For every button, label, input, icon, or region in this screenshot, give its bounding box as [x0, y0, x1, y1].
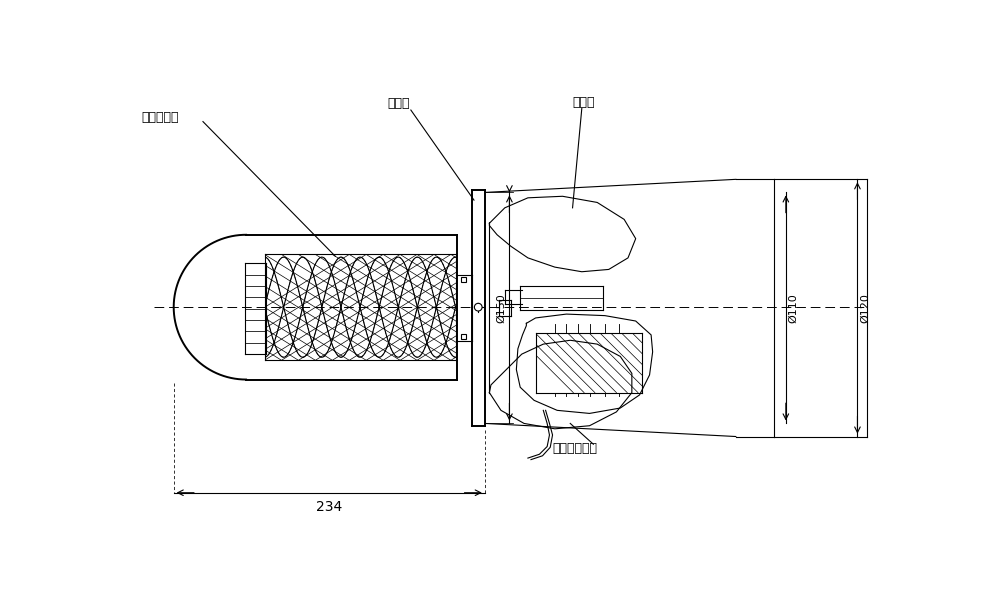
Text: Ø150: Ø150: [496, 293, 506, 323]
Bar: [265, 254, 456, 361]
Text: 半刚同轴电缆: 半刚同轴电缆: [553, 442, 598, 456]
Text: Ø110: Ø110: [788, 293, 798, 323]
Circle shape: [474, 303, 482, 311]
Text: 234: 234: [316, 501, 342, 515]
Text: 反射盘: 反射盘: [388, 97, 410, 110]
Text: 移相器: 移相器: [573, 96, 595, 109]
Bar: [536, 333, 642, 393]
Bar: [461, 276, 466, 282]
Text: Ø120: Ø120: [860, 293, 870, 323]
Bar: [461, 334, 466, 339]
Text: 四笼螺旋带: 四笼螺旋带: [141, 111, 179, 124]
